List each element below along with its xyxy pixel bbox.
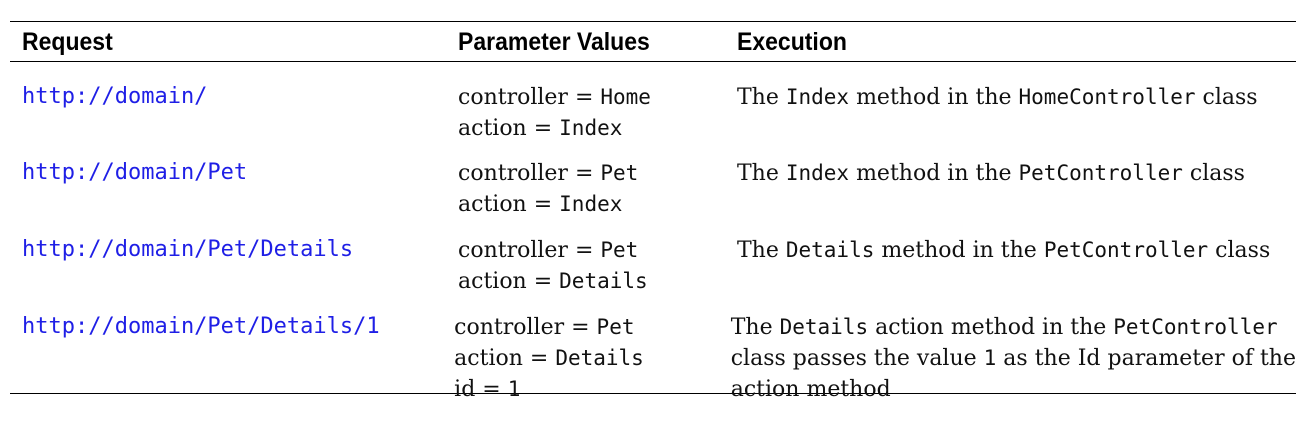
- controller-value: Pet: [600, 238, 639, 262]
- table-row: http://domain/Pet/Details controller = P…: [10, 215, 1296, 294]
- action-label: action =: [458, 269, 560, 294]
- controller-label: controller =: [458, 85, 601, 110]
- request-url[interactable]: http://domain/: [22, 84, 208, 109]
- id-value: 1: [507, 377, 521, 401]
- request-url[interactable]: http://domain/Pet/Details: [22, 237, 354, 262]
- controller-label: controller =: [454, 315, 597, 340]
- routing-table: Request Parameter Values Execution http:…: [10, 21, 1296, 402]
- table-row: http://domain/Pet/Details/1 controller =…: [10, 292, 1296, 402]
- param-values: controller = Pet action = Details: [458, 235, 737, 294]
- id-label: id =: [454, 377, 508, 402]
- action-value: Index: [559, 116, 623, 140]
- action-label: action =: [458, 116, 560, 141]
- action-value: Index: [559, 192, 623, 216]
- action-label: action =: [454, 346, 556, 371]
- action-value: Details: [555, 346, 644, 370]
- execution-text: The Index method in the PetController cl…: [737, 161, 1245, 186]
- header-execution: Execution: [737, 28, 847, 56]
- controller-value: Pet: [600, 161, 639, 185]
- param-values: controller = Pet action = Index: [458, 158, 737, 217]
- param-values: controller = Pet action = Details id = 1: [454, 312, 731, 402]
- header-params: Parameter Values: [458, 28, 650, 56]
- execution-text: The Index method in the HomeController c…: [737, 85, 1258, 110]
- controller-label: controller =: [458, 161, 601, 186]
- param-values: controller = Home action = Index: [458, 82, 737, 141]
- header-request: Request: [22, 28, 113, 56]
- request-url[interactable]: http://domain/Pet: [22, 160, 248, 185]
- execution-text: The Details action method in the PetCont…: [730, 315, 1296, 402]
- action-label: action =: [458, 192, 560, 217]
- controller-value: Pet: [596, 315, 635, 339]
- controller-value: Home: [600, 85, 651, 109]
- table-row: http://domain/Pet controller = Pet actio…: [10, 138, 1296, 217]
- execution-text: The Details method in the PetController …: [737, 238, 1271, 263]
- controller-label: controller =: [458, 238, 601, 263]
- request-url[interactable]: http://domain/Pet/Details/1: [22, 314, 380, 339]
- table-header: Request Parameter Values Execution: [10, 22, 1296, 62]
- table-row: http://domain/ controller = Home action …: [10, 62, 1296, 141]
- action-value: Details: [559, 269, 648, 293]
